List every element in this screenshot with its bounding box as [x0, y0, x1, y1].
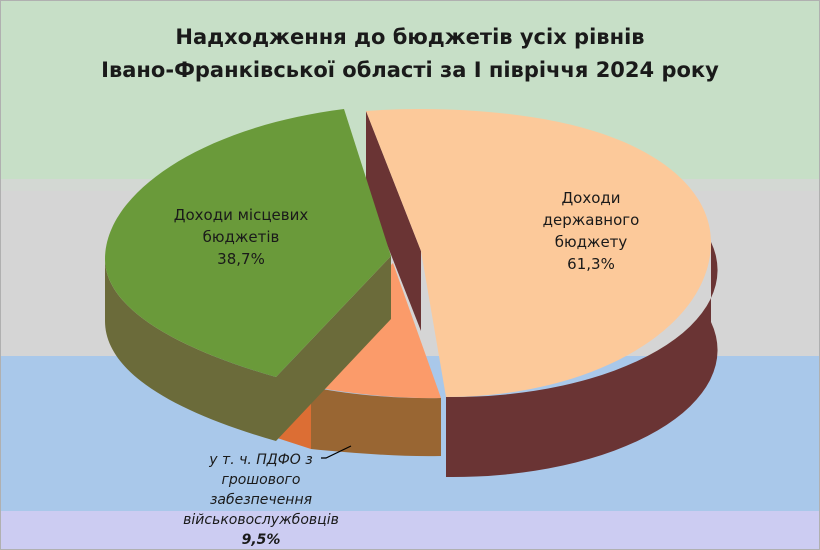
- data-label-pdfo-line-4: військовослужбовців: [183, 512, 339, 528]
- data-label-local-value: 38,7%: [217, 250, 265, 268]
- pie-slice-local: [105, 109, 391, 377]
- background-band-lavender: [1, 511, 819, 549]
- pie-slice-local-side: [105, 259, 276, 441]
- data-label-local-line-2: бюджетів: [202, 228, 280, 246]
- data-label-pdfo-line-1: у т. ч. ПДФО з: [209, 452, 313, 468]
- data-label-pdfo-value: 9,5%: [241, 532, 281, 548]
- pie-slice-local-inner-wall: [276, 256, 391, 441]
- pie-slice-state: [366, 109, 711, 397]
- pie-slice-state-side: [446, 242, 718, 478]
- data-label-state-line-3: бюджету: [554, 233, 628, 251]
- data-label-state-line-1: Доходи: [561, 189, 621, 207]
- data-label-local: Доходи місцевих бюджетів 38,7%: [141, 204, 341, 270]
- data-label-pdfo: у т. ч. ПДФО з грошового забезпечення ві…: [171, 450, 351, 549]
- data-label-local-line-1: Доходи місцевих: [173, 206, 309, 224]
- chart-title-line-2: Івано-Франківської області за І півріччя…: [101, 58, 719, 82]
- chart-title: Надходження до бюджетів усіх рівнів Іван…: [1, 21, 819, 87]
- data-label-state-value: 61,3%: [567, 255, 615, 273]
- data-label-state-line-2: державного: [542, 211, 640, 229]
- data-label-pdfo-line-3: забезпечення: [209, 492, 313, 508]
- pie-slice-state-inner-wall: [366, 111, 421, 331]
- pie-slice-pdfo-side: [311, 387, 441, 457]
- data-label-state: Доходи державного бюджету 61,3%: [511, 187, 671, 275]
- chart-title-line-1: Надходження до бюджетів усіх рівнів: [175, 25, 645, 49]
- pdfo-leader-line: [321, 445, 352, 459]
- data-label-pdfo-line-2: грошового: [221, 472, 301, 488]
